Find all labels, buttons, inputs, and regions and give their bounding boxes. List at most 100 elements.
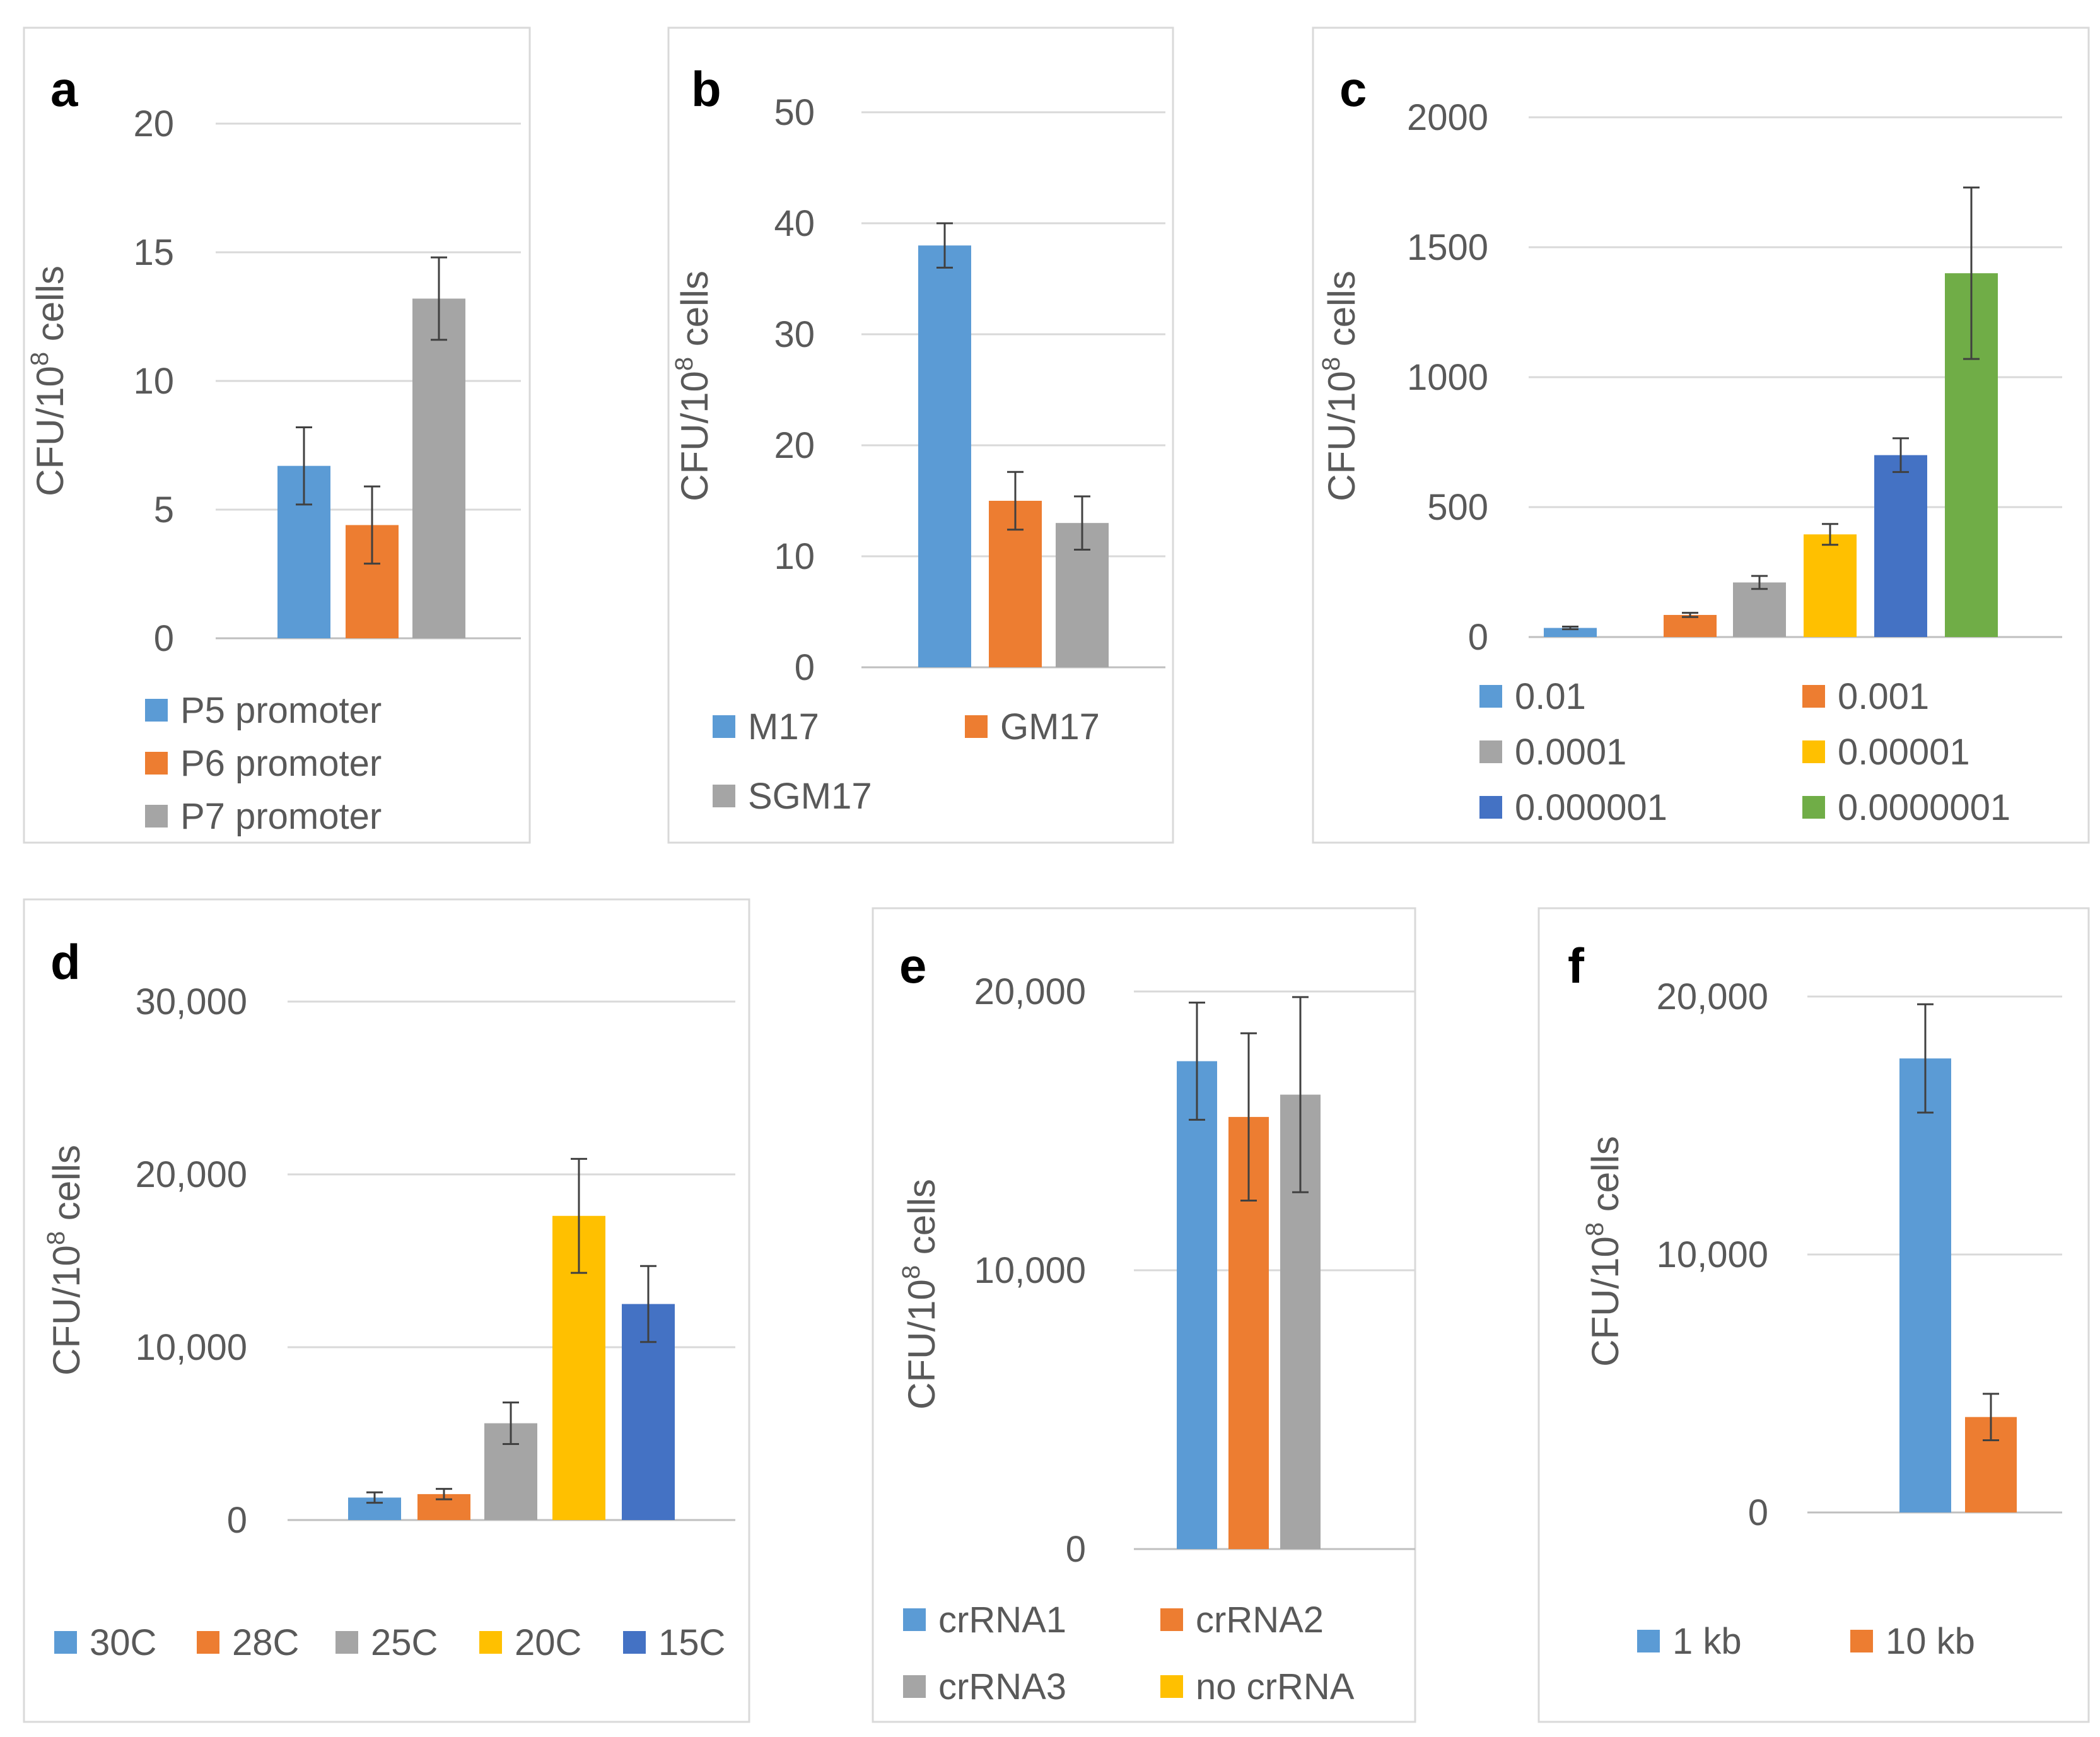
y-axis-title: CFU/108 cells [1581,1136,1626,1367]
panel-letter: c [1339,61,1367,117]
legend-30c-label: 30C [90,1622,156,1663]
y-tick-label: 10,000 [136,1327,247,1368]
y-tick-label: 0 [1066,1529,1086,1570]
legend-crrna3-label: crRNA3 [938,1666,1066,1707]
legend-0.000001-swatch [1479,796,1502,819]
legend-15c-label: 15C [658,1622,725,1663]
y-tick-label: 10,000 [1657,1234,1768,1275]
panel-letter: a [50,61,78,117]
legend-crrna2-label: crRNA2 [1196,1600,1324,1640]
y-axis-title: CFU/108 cells [42,1145,88,1376]
y-tick-label: 0 [154,618,174,659]
legend-p5-promoter-label: P5 promoter [180,690,382,731]
legend-30c-swatch [54,1631,77,1654]
legend-0.01-swatch [1479,685,1502,708]
legend-15c-swatch [623,1631,646,1654]
y-axis-title: CFU/108 cells [897,1179,943,1410]
legend-25c-label: 25C [371,1622,438,1663]
bar-crrna1 [1177,1061,1217,1549]
y-tick-label: 20 [133,103,174,144]
panel-frame [872,907,1416,1723]
y-axis-title: CFU/108 cells [1317,271,1363,501]
bar-0.00001 [1804,534,1857,637]
legend-0.001-label: 0.001 [1838,676,1929,717]
legend-sgm17-label: SGM17 [748,776,872,817]
y-tick-label: 20,000 [974,971,1086,1012]
panel-letter: f [1568,938,1585,993]
legend-crrna1-swatch [903,1608,926,1631]
legend-p5-promoter-swatch [145,699,168,722]
legend-25c-swatch [335,1631,358,1654]
y-tick-label: 50 [774,92,815,133]
y-tick-label: 30,000 [136,981,247,1022]
chart-panel-f: f 0 10,000 20,000 CFU/108 cells 1 kb 10 kb [1537,907,2090,1723]
legend-0.0001-label: 0.0001 [1515,732,1626,773]
chart-panel-b: b 0 10 20 30 40 50 CFU/108 cells M17 GM17 SGM17 [667,26,1174,844]
panel-frame [1537,907,2090,1723]
legend-p6-promoter-label: P6 promoter [180,743,382,784]
legend-sgm17-swatch [713,785,735,807]
y-axis-title: CFU/108 cells [670,271,716,501]
bar-p7-promoter [412,298,465,638]
y-tick-label: 20,000 [136,1154,247,1195]
bar-m17 [918,245,971,667]
y-tick-label: 5 [154,489,174,530]
chart-panel-a: a 0 5 10 15 20 CFU/108 cells P5 promoter P6 prom… [23,26,531,844]
legend-28c-swatch [197,1631,219,1654]
legend-crrna2-swatch [1160,1608,1183,1631]
y-tick-label: 10 [774,536,815,577]
y-tick-label: 20,000 [1657,976,1768,1017]
panel-letter: b [691,61,721,117]
y-tick-label: 0 [1748,1492,1768,1533]
legend-gm17-label: GM17 [1000,706,1100,747]
legend-crrna3-swatch [903,1675,926,1698]
chart-panel-c: c 0 500 1000 1500 2000 CFU/108 cells 0.01 0.001 0… [1312,26,2090,844]
bar-0.0001 [1733,582,1786,637]
y-tick-label: 2000 [1407,97,1488,138]
y-tick-label: 10 [133,361,174,402]
legend-p6-promoter-swatch [145,752,168,775]
y-axis-title: CFU/108 cells [26,266,71,496]
legend-no-crrna-swatch [1160,1675,1183,1698]
legend-0.0000001-swatch [1802,796,1825,819]
chart-panel-e: e 0 10,000 20,000 CFU/108 cells crRNA1 crRNA2 c… [872,907,1416,1723]
y-tick-label: 0 [1468,617,1488,658]
legend-m17-swatch [713,715,735,738]
bar-1-kb [1899,1058,1951,1512]
legend-0.0001-swatch [1479,740,1502,763]
legend-28c-label: 28C [232,1622,299,1663]
legend-0.01-label: 0.01 [1515,676,1586,717]
y-tick-label: 30 [774,314,815,355]
legend-10-kb-swatch [1850,1630,1873,1652]
legend-0.0000001-label: 0.0000001 [1838,787,2010,828]
panel-letter: d [50,934,81,990]
bar-0.01 [1544,628,1597,637]
y-tick-label: 1000 [1407,357,1488,398]
legend-0.00001-label: 0.00001 [1838,732,1970,773]
y-tick-label: 0 [227,1500,247,1541]
legend-0.00001-swatch [1802,740,1825,763]
bar-0.000001 [1874,455,1927,637]
legend-1-kb-swatch [1637,1630,1660,1652]
y-tick-label: 40 [774,203,815,244]
y-tick-label: 15 [133,232,174,273]
y-tick-label: 10,000 [974,1250,1086,1291]
legend-10-kb-label: 10 kb [1886,1621,1975,1662]
legend-gm17-swatch [965,715,988,738]
legend-0.001-swatch [1802,685,1825,708]
chart-panel-d: d 0 10,000 20,000 30,000 CFU/108 cells 30C 28C 2… [23,898,750,1723]
legend-1-kb-label: 1 kb [1672,1621,1742,1662]
legend-p7-promoter-label: P7 promoter [180,796,382,837]
legend-no-crrna-label: no crRNA [1196,1666,1355,1707]
y-tick-label: 500 [1427,487,1488,528]
bar-0.001 [1664,614,1717,637]
panel-letter: e [899,938,926,993]
legend-p7-promoter-swatch [145,805,168,828]
legend-m17-label: M17 [748,706,819,747]
y-tick-label: 0 [795,647,815,688]
legend-20c-label: 20C [515,1622,581,1663]
y-tick-label: 1500 [1407,227,1488,268]
legend-0.000001-label: 0.000001 [1515,787,1667,828]
y-tick-label: 20 [774,425,815,466]
